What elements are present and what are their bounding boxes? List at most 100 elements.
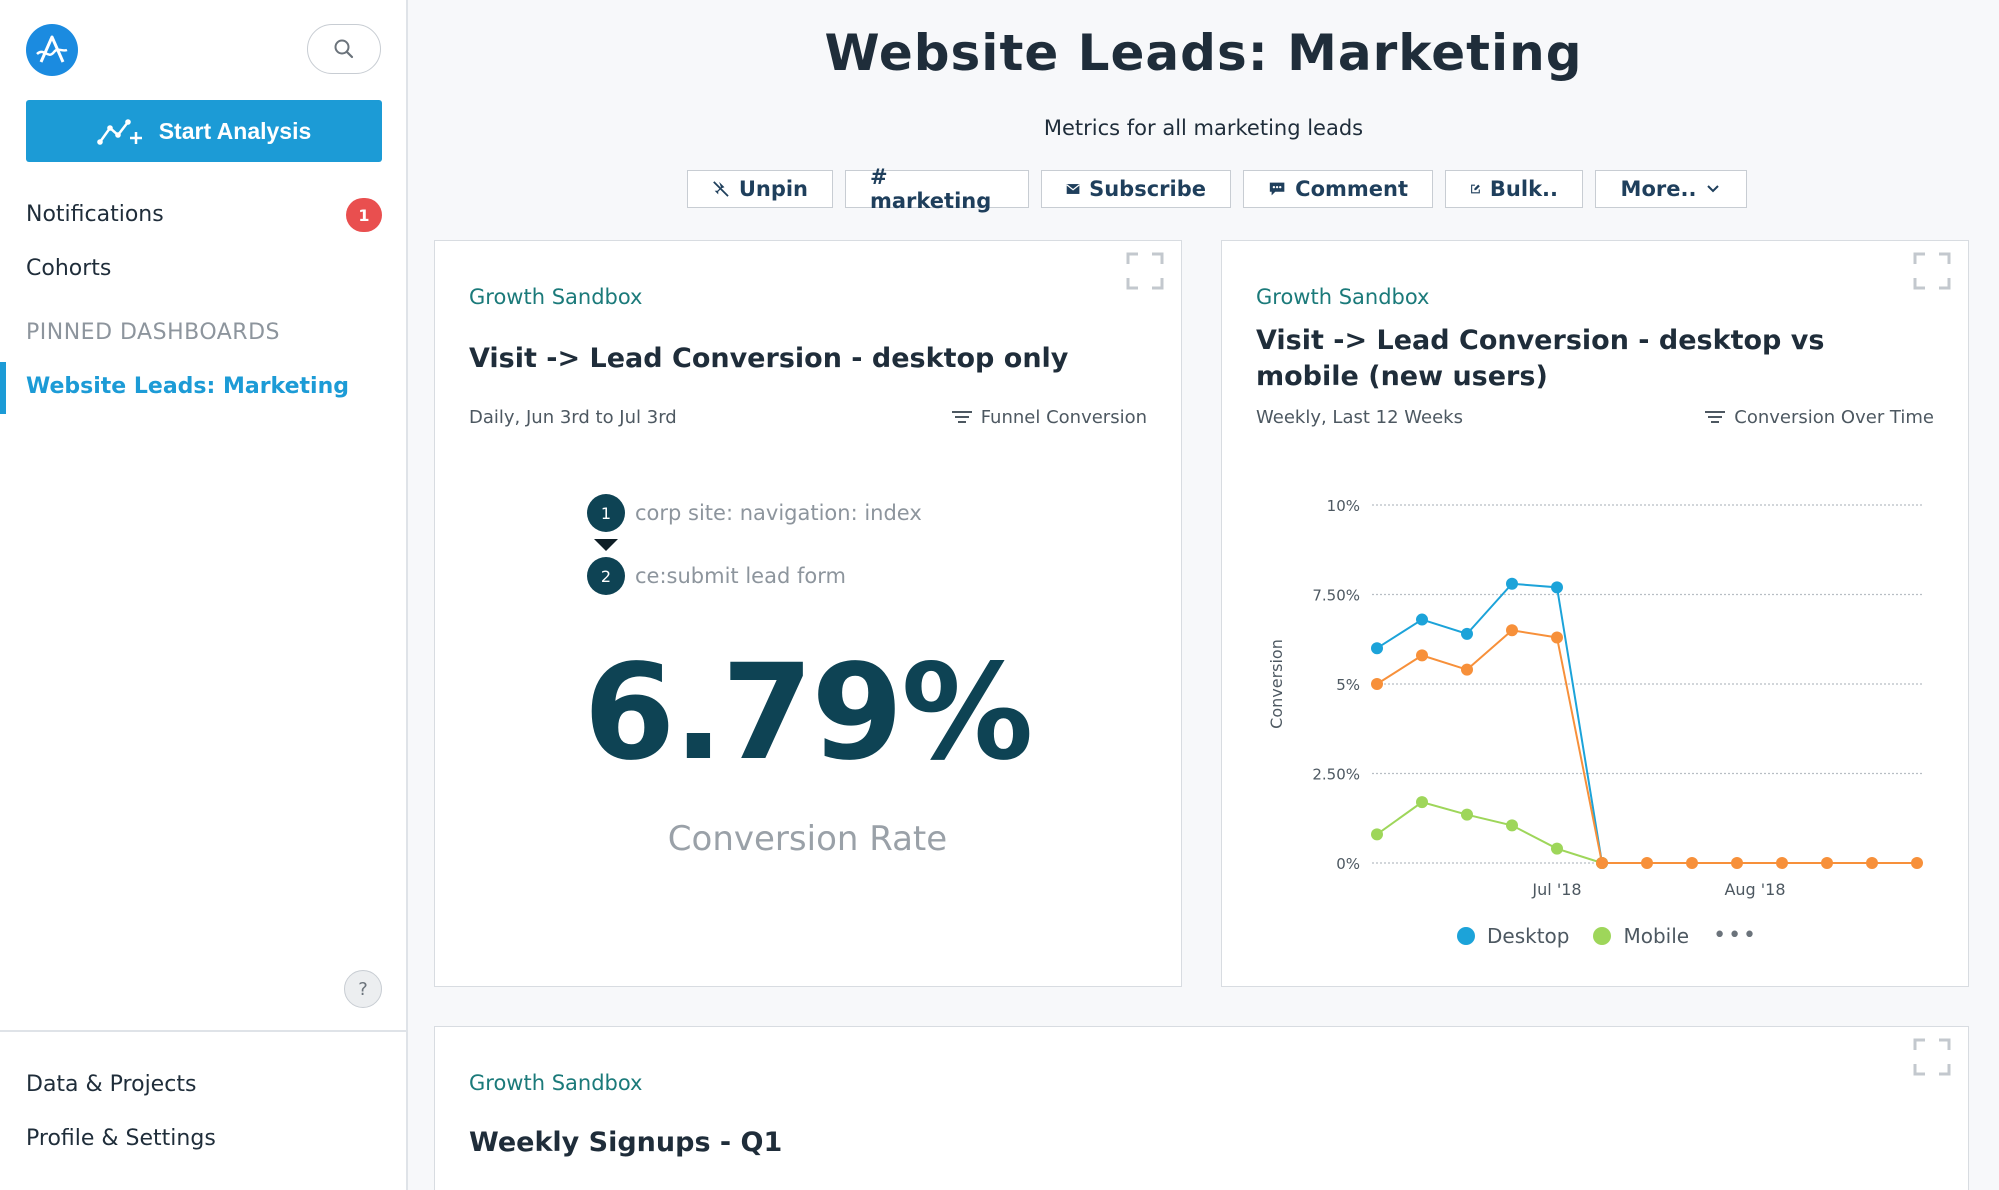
card-project[interactable]: Growth Sandbox (1256, 285, 1430, 309)
bulk-label: Bulk.. (1489, 177, 1558, 201)
sidebar-divider (0, 1030, 408, 1032)
data-point (1416, 649, 1428, 662)
conversion-line-chart[interactable]: 10% 7.50% 5% 2.50% 0% Conversion Jul '18 Aug '1… (1222, 451, 1967, 911)
series-line (1376, 801, 1603, 864)
legend-label: Mobile (1623, 923, 1690, 948)
card-project[interactable]: Growth Sandbox (469, 1071, 643, 1095)
data-point (1776, 857, 1788, 869)
conversion-rate-label: Conversion Rate (667, 819, 948, 859)
data-point (1461, 627, 1473, 640)
pinned-item-website-leads[interactable]: Website Leads: Marketing (26, 374, 349, 399)
data-point (1506, 577, 1518, 590)
unpin-label: Unpin (738, 177, 808, 201)
data-point (1686, 857, 1698, 869)
y-tick-label: 7.50% (1312, 587, 1360, 605)
step-label: corp site: navigation: index (635, 501, 922, 525)
comment-icon (1269, 182, 1285, 196)
x-tick-label: Jul '18 (1531, 880, 1581, 899)
subscribe-label: Subscribe (1089, 177, 1206, 201)
y-axis-label: Conversion (1267, 639, 1286, 729)
analysis-chart-icon (96, 119, 142, 145)
nav-cohorts[interactable]: Cohorts (26, 256, 112, 281)
legend-more-icon[interactable]: ••• (1713, 923, 1759, 948)
chart-card-conversion-over-time[interactable]: Growth Sandbox Visit -> Lead Conversion … (1221, 240, 1969, 987)
comment-label: Comment (1295, 177, 1408, 201)
data-point (1371, 642, 1383, 655)
nav-profile-settings[interactable]: Profile & Settings (26, 1126, 216, 1151)
search-button[interactable] (307, 24, 381, 74)
search-icon (334, 39, 354, 59)
card-date-range: Weekly, Last 12 Weeks (1256, 407, 1463, 428)
legend-item-mobile[interactable]: Mobile (1593, 924, 1689, 948)
data-point (1866, 857, 1878, 869)
card-title[interactable]: Visit -> Lead Conversion - desktop only (469, 343, 1069, 374)
step-label: ce:submit lead form (635, 564, 846, 588)
legend-dot (1457, 926, 1475, 945)
card-chart-type: Funnel Conversion (951, 407, 1147, 428)
legend-item-desktop[interactable]: Desktop (1457, 924, 1569, 948)
logo-a-icon (36, 35, 68, 63)
chart-type-label: Conversion Over Time (1734, 407, 1934, 428)
data-point (1461, 808, 1473, 821)
filter-icon (1705, 410, 1726, 423)
comment-button[interactable]: Comment (1243, 170, 1433, 208)
chart-card-funnel[interactable]: Growth Sandbox Visit -> Lead Conversion … (434, 240, 1182, 987)
conversion-rate-value: 6.79% (583, 636, 1034, 790)
help-button[interactable]: ? (344, 970, 382, 1008)
funnel-step-2: 2 ce:submit lead form (587, 557, 846, 595)
data-point (1551, 631, 1563, 644)
y-tick-label: 0% (1336, 855, 1360, 873)
card-date-range: Daily, Jun 3rd to Jul 3rd (469, 407, 677, 428)
unpin-button[interactable]: Unpin (687, 170, 833, 208)
data-point (1506, 819, 1518, 832)
data-point (1731, 857, 1743, 869)
active-indicator (0, 362, 6, 414)
tag-label: # marketing (870, 165, 992, 213)
data-point (1371, 678, 1383, 690)
series-line (1376, 582, 1603, 864)
amplitude-logo[interactable] (26, 24, 78, 76)
y-tick-label: 5% (1336, 676, 1360, 694)
data-point (1641, 857, 1653, 869)
data-point (1596, 857, 1608, 869)
nav-data-projects[interactable]: Data & Projects (26, 1072, 197, 1097)
notifications-count-badge: 1 (346, 198, 382, 232)
card-title[interactable]: Weekly Signups - Q1 (469, 1127, 783, 1158)
envelope-icon (1066, 184, 1080, 194)
expand-icon[interactable] (1912, 251, 1952, 291)
legend-label: Desktop (1487, 923, 1570, 948)
subscribe-button[interactable]: Subscribe (1041, 170, 1231, 208)
bulk-edit-button[interactable]: Bulk.. (1445, 170, 1583, 208)
step-down-arrow-icon (594, 539, 618, 551)
filter-icon (951, 410, 972, 423)
x-tick-label: Aug '18 (1724, 880, 1785, 899)
data-point (1371, 828, 1383, 841)
y-tick-label: 10% (1327, 497, 1360, 515)
expand-icon[interactable] (1125, 251, 1165, 291)
more-menu-button[interactable]: More.. (1595, 170, 1747, 208)
data-point (1416, 796, 1428, 809)
dashboard-toolbar: Unpin # marketing Subscribe Comment Bulk… (687, 165, 1747, 213)
card-project[interactable]: Growth Sandbox (469, 285, 643, 309)
pinned-dashboards-heading: PINNED DASHBOARDS (26, 320, 280, 345)
nav-notifications[interactable]: Notifications (26, 202, 164, 227)
card-title[interactable]: Visit -> Lead Conversion - desktop vs mo… (1256, 325, 1825, 392)
data-point (1461, 663, 1473, 676)
data-point (1821, 857, 1833, 869)
card-chart-type: Conversion Over Time (1704, 407, 1934, 428)
sidebar: Start Analysis Notifications 1 Cohorts P… (0, 0, 408, 1190)
funnel-step-1: 1 corp site: navigation: index (587, 494, 922, 532)
start-analysis-label: Start Analysis (158, 117, 312, 144)
data-point (1911, 857, 1923, 869)
data-point (1506, 624, 1518, 637)
y-tick-label: 2.50% (1312, 766, 1360, 784)
legend-dot (1593, 926, 1612, 945)
step-number: 1 (587, 494, 625, 532)
page-subtitle: Metrics for all marketing leads (1043, 116, 1364, 140)
start-analysis-button[interactable]: Start Analysis (26, 100, 382, 162)
chart-legend: Desktop Mobile ••• (1457, 923, 1758, 948)
expand-icon[interactable] (1912, 1037, 1952, 1077)
chart-card-weekly-signups[interactable]: Growth Sandbox Weekly Signups - Q1 (434, 1026, 1969, 1190)
data-point (1551, 842, 1563, 855)
tag-marketing-button[interactable]: # marketing (845, 165, 1029, 213)
